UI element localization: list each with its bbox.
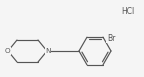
Text: HCl: HCl (121, 6, 135, 15)
Text: Br: Br (107, 34, 115, 43)
Text: O: O (4, 48, 10, 54)
Text: N: N (45, 48, 51, 54)
